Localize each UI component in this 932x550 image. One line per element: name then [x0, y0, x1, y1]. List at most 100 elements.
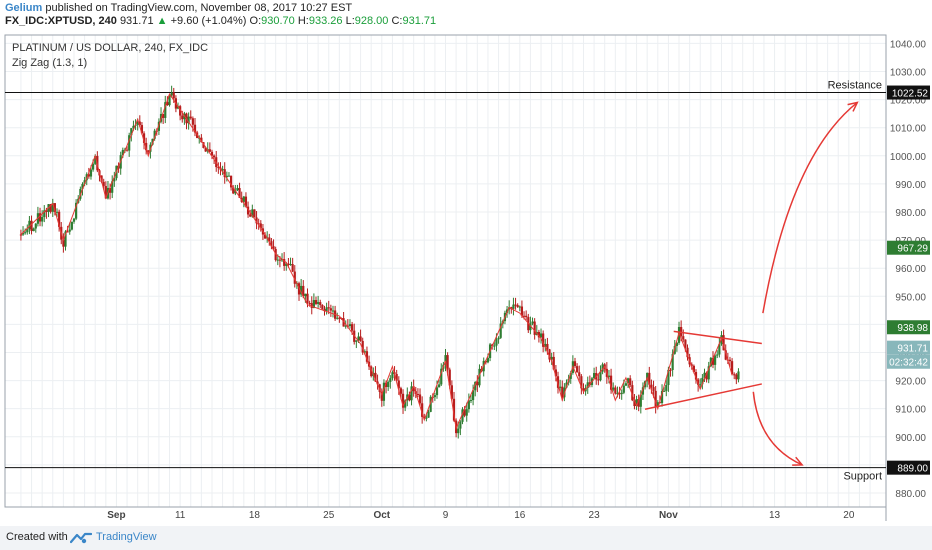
- candle-body: [525, 315, 528, 318]
- candle-body: [376, 381, 379, 385]
- candle-body: [132, 125, 135, 129]
- price-chart[interactable]: PLATINUM / US DOLLAR, 240, FX_IDC Zig Zag…: [0, 28, 932, 526]
- candle-body: [580, 376, 583, 389]
- trendline-upper: [673, 330, 762, 345]
- candle-body: [325, 307, 328, 312]
- last-price: 931.71: [119, 15, 154, 27]
- candle-body: [593, 373, 596, 379]
- x-tick-label: 13: [769, 510, 781, 521]
- candle-body: [463, 409, 466, 416]
- candle-body: [537, 331, 541, 338]
- candle-body: [516, 305, 519, 307]
- candle-body: [147, 150, 150, 152]
- candle-body: [221, 169, 224, 171]
- candle-body: [58, 211, 61, 227]
- candle-body: [629, 378, 632, 386]
- candle-body: [70, 221, 73, 230]
- candle-body: [179, 106, 182, 116]
- candle-body: [374, 372, 377, 382]
- candle-body: [412, 386, 415, 392]
- candle-body: [444, 355, 447, 365]
- candle-body: [244, 196, 248, 207]
- candle-body: [421, 403, 424, 417]
- candle-body: [607, 375, 611, 377]
- candle-body: [102, 181, 105, 187]
- candle-body: [255, 217, 258, 224]
- candle-body: [597, 379, 600, 381]
- author-link[interactable]: Gelium: [5, 2, 43, 14]
- tradingview-brand[interactable]: TradingView: [96, 531, 157, 543]
- candle-body: [665, 385, 668, 391]
- candle-body: [474, 381, 477, 391]
- candle-body: [43, 210, 46, 218]
- y-tick-label: 1040.00: [890, 39, 927, 50]
- candle-body: [162, 113, 165, 118]
- candle-body: [539, 333, 543, 338]
- price-tag-bg: [887, 320, 930, 335]
- candle-body: [675, 342, 678, 346]
- candle-body: [263, 234, 267, 239]
- candle-body: [671, 353, 674, 370]
- published-text: published on TradingView.com, November 0…: [45, 2, 353, 14]
- candle-body: [461, 409, 464, 422]
- candle-body: [533, 321, 536, 335]
- candle-body: [189, 116, 192, 119]
- candle-body: [291, 264, 294, 272]
- candle-body: [735, 374, 738, 380]
- candle-body: [257, 223, 260, 225]
- candle-body: [270, 241, 273, 247]
- candle-body: [599, 371, 602, 381]
- trendline-lower: [644, 383, 762, 410]
- candle-body: [55, 211, 59, 213]
- candle-body: [652, 387, 655, 391]
- candle-body: [582, 388, 585, 392]
- candle-body: [142, 133, 146, 143]
- candle-body: [278, 259, 282, 261]
- candle-body: [387, 381, 390, 387]
- candle-body: [113, 178, 116, 182]
- candle-body: [249, 214, 252, 217]
- candle-body: [234, 190, 237, 194]
- candle-body: [520, 306, 524, 316]
- price-tag-bg: [887, 240, 930, 255]
- open-value: 930.70: [261, 15, 295, 27]
- candle-body: [529, 323, 532, 331]
- candle-body: [542, 333, 545, 347]
- close-value: 931.71: [402, 15, 437, 27]
- candle-body: [550, 356, 553, 360]
- candle-body: [709, 357, 712, 367]
- candle-body: [108, 187, 112, 193]
- candle-body: [514, 304, 517, 306]
- candle-body: [677, 327, 681, 343]
- candle-body: [467, 400, 470, 410]
- projection-arrow-down: [752, 391, 803, 466]
- candle-body: [304, 293, 307, 297]
- candle-body: [45, 210, 48, 212]
- candle-body: [170, 92, 173, 96]
- candle-body: [355, 340, 358, 342]
- candle-body: [578, 372, 581, 377]
- high-label: H:: [297, 15, 309, 27]
- candle-body: [168, 95, 171, 106]
- candle-body: [331, 310, 335, 312]
- price-change: +9.60 (+1.04%): [170, 15, 247, 27]
- candle-body: [246, 206, 250, 215]
- candle-body: [363, 351, 366, 353]
- candle-body: [718, 344, 721, 355]
- candle-body: [213, 155, 216, 158]
- candle-body: [573, 361, 577, 367]
- candle-body: [682, 336, 685, 340]
- candle-body: [346, 325, 349, 327]
- candle-body: [306, 293, 309, 304]
- candle-body: [87, 174, 90, 177]
- candle-body: [669, 369, 672, 371]
- candle-body: [191, 118, 194, 125]
- candle-body: [317, 302, 320, 304]
- x-tick-label: Sep: [107, 510, 125, 521]
- candle-body: [378, 384, 381, 392]
- candle-body: [699, 384, 702, 386]
- candle-body: [435, 387, 439, 396]
- candle-body: [448, 369, 451, 386]
- candle-body: [338, 317, 341, 319]
- footer-bar: Created with TradingView: [0, 526, 932, 550]
